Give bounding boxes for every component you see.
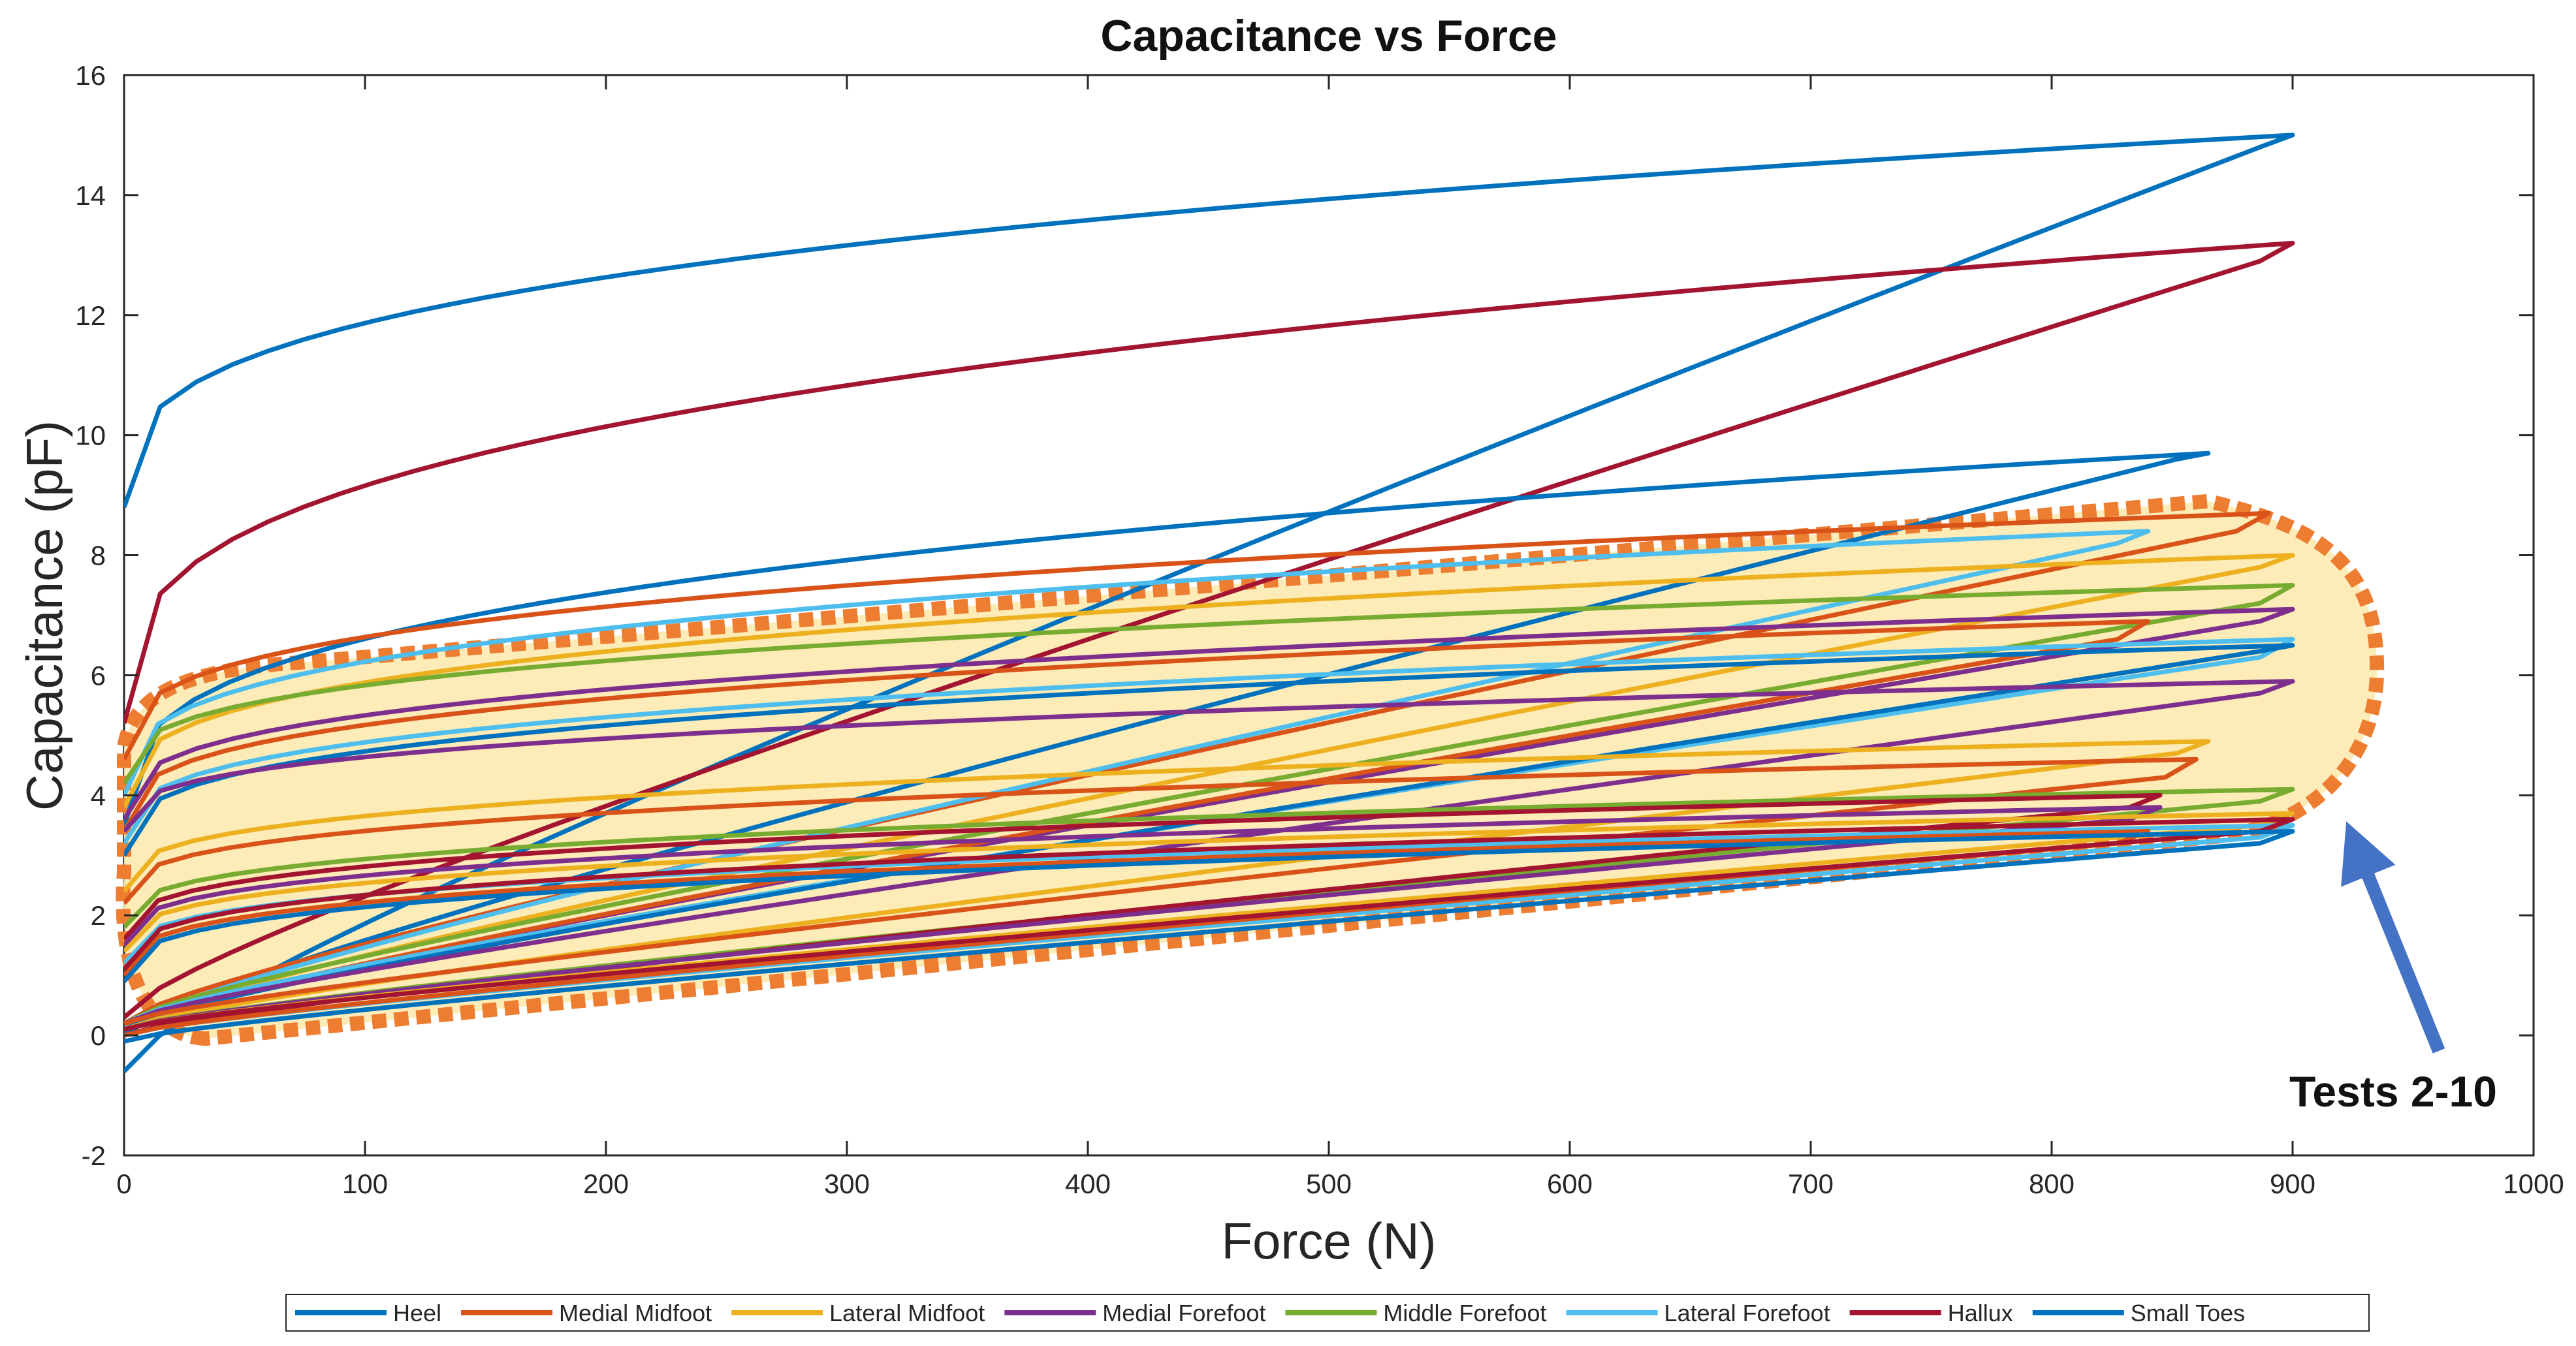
legend-label: Medial Forefoot [1102,1300,1265,1326]
curve-hallux-test-5 [124,817,2295,1032]
curve-heel-test-1 [124,133,2295,1073]
annotation-arrow [2341,821,2445,1054]
x-tick-label: 100 [342,1168,388,1199]
y-tick-label: 16 [75,60,106,91]
y-tick-label: -2 [82,1140,106,1171]
curve-small-toes-test-1 [124,450,2211,1038]
x-axis-label: Force (N) [1221,1212,1436,1270]
y-tick-label: 10 [75,420,106,451]
y-tick-label: 0 [91,1020,106,1051]
chart-title: Capacitance vs Force [1100,11,1557,61]
y-axis-label: Capacitance (pF) [16,420,73,811]
curve-medial-midfoot-test-5 [124,829,2151,1038]
x-tick-label: 600 [1547,1168,1593,1199]
y-axis: -2 0 2 4 6 8 10 12 14 16 [75,60,2534,1171]
curve-hallux-test-1 [124,240,2295,1020]
y-tick-label: 6 [91,660,106,691]
annotation-label: Tests 2-10 [2289,1067,2497,1116]
legend-items: Heel Medial Midfoot Lateral Midfoot Medial … [295,1300,2245,1326]
legend-label: Heel [393,1300,441,1326]
x-tick-label: 0 [116,1168,131,1199]
curve-middle-forefoot-test-2 [124,583,2295,1025]
curve-lateral-midfoot-test-2 [124,553,2295,1032]
x-tick-label: 300 [824,1168,870,1199]
data-curves [124,133,2295,1073]
y-tick-label: 8 [91,540,106,571]
y-tick-label: 2 [91,900,106,931]
legend-label: Lateral Midfoot [829,1300,985,1326]
y-tick-label: 4 [91,780,106,811]
x-tick-label: 1000 [2503,1168,2564,1199]
curve-heel-test-5 [124,829,2295,1044]
curve-medial-forefoot-test-4 [124,805,2163,1032]
curve-medial-forefoot-test-3 [124,679,2295,1025]
x-tick-label: 400 [1065,1168,1111,1199]
y-tick-label: 14 [75,180,106,211]
curve-medial-midfoot-test-4 [124,757,2199,1026]
legend-label: Hallux [1948,1300,2013,1326]
y-tick-label: 12 [75,300,106,331]
legend-label: Small Toes [2131,1300,2245,1326]
x-tick-label: 500 [1306,1168,1352,1199]
x-tick-label: 200 [583,1168,629,1199]
x-tick-label: 800 [2029,1168,2075,1199]
legend: Heel Medial Midfoot Lateral Midfoot Medial … [285,1294,2370,1332]
legend-label: Lateral Forefoot [1664,1300,1830,1326]
legend-label: Medial Midfoot [559,1300,712,1326]
x-axis: 0 100 200 300 400 500 600 700 800 900 1000 [116,75,2564,1199]
curve-lateral-midfoot-test-3 [124,739,2211,1032]
curve-small-toes-test-3 [124,643,2295,1032]
legend-label: Middle Forefoot [1383,1300,1546,1326]
x-tick-label: 900 [2270,1168,2315,1199]
x-tick-label: 700 [1788,1168,1834,1199]
